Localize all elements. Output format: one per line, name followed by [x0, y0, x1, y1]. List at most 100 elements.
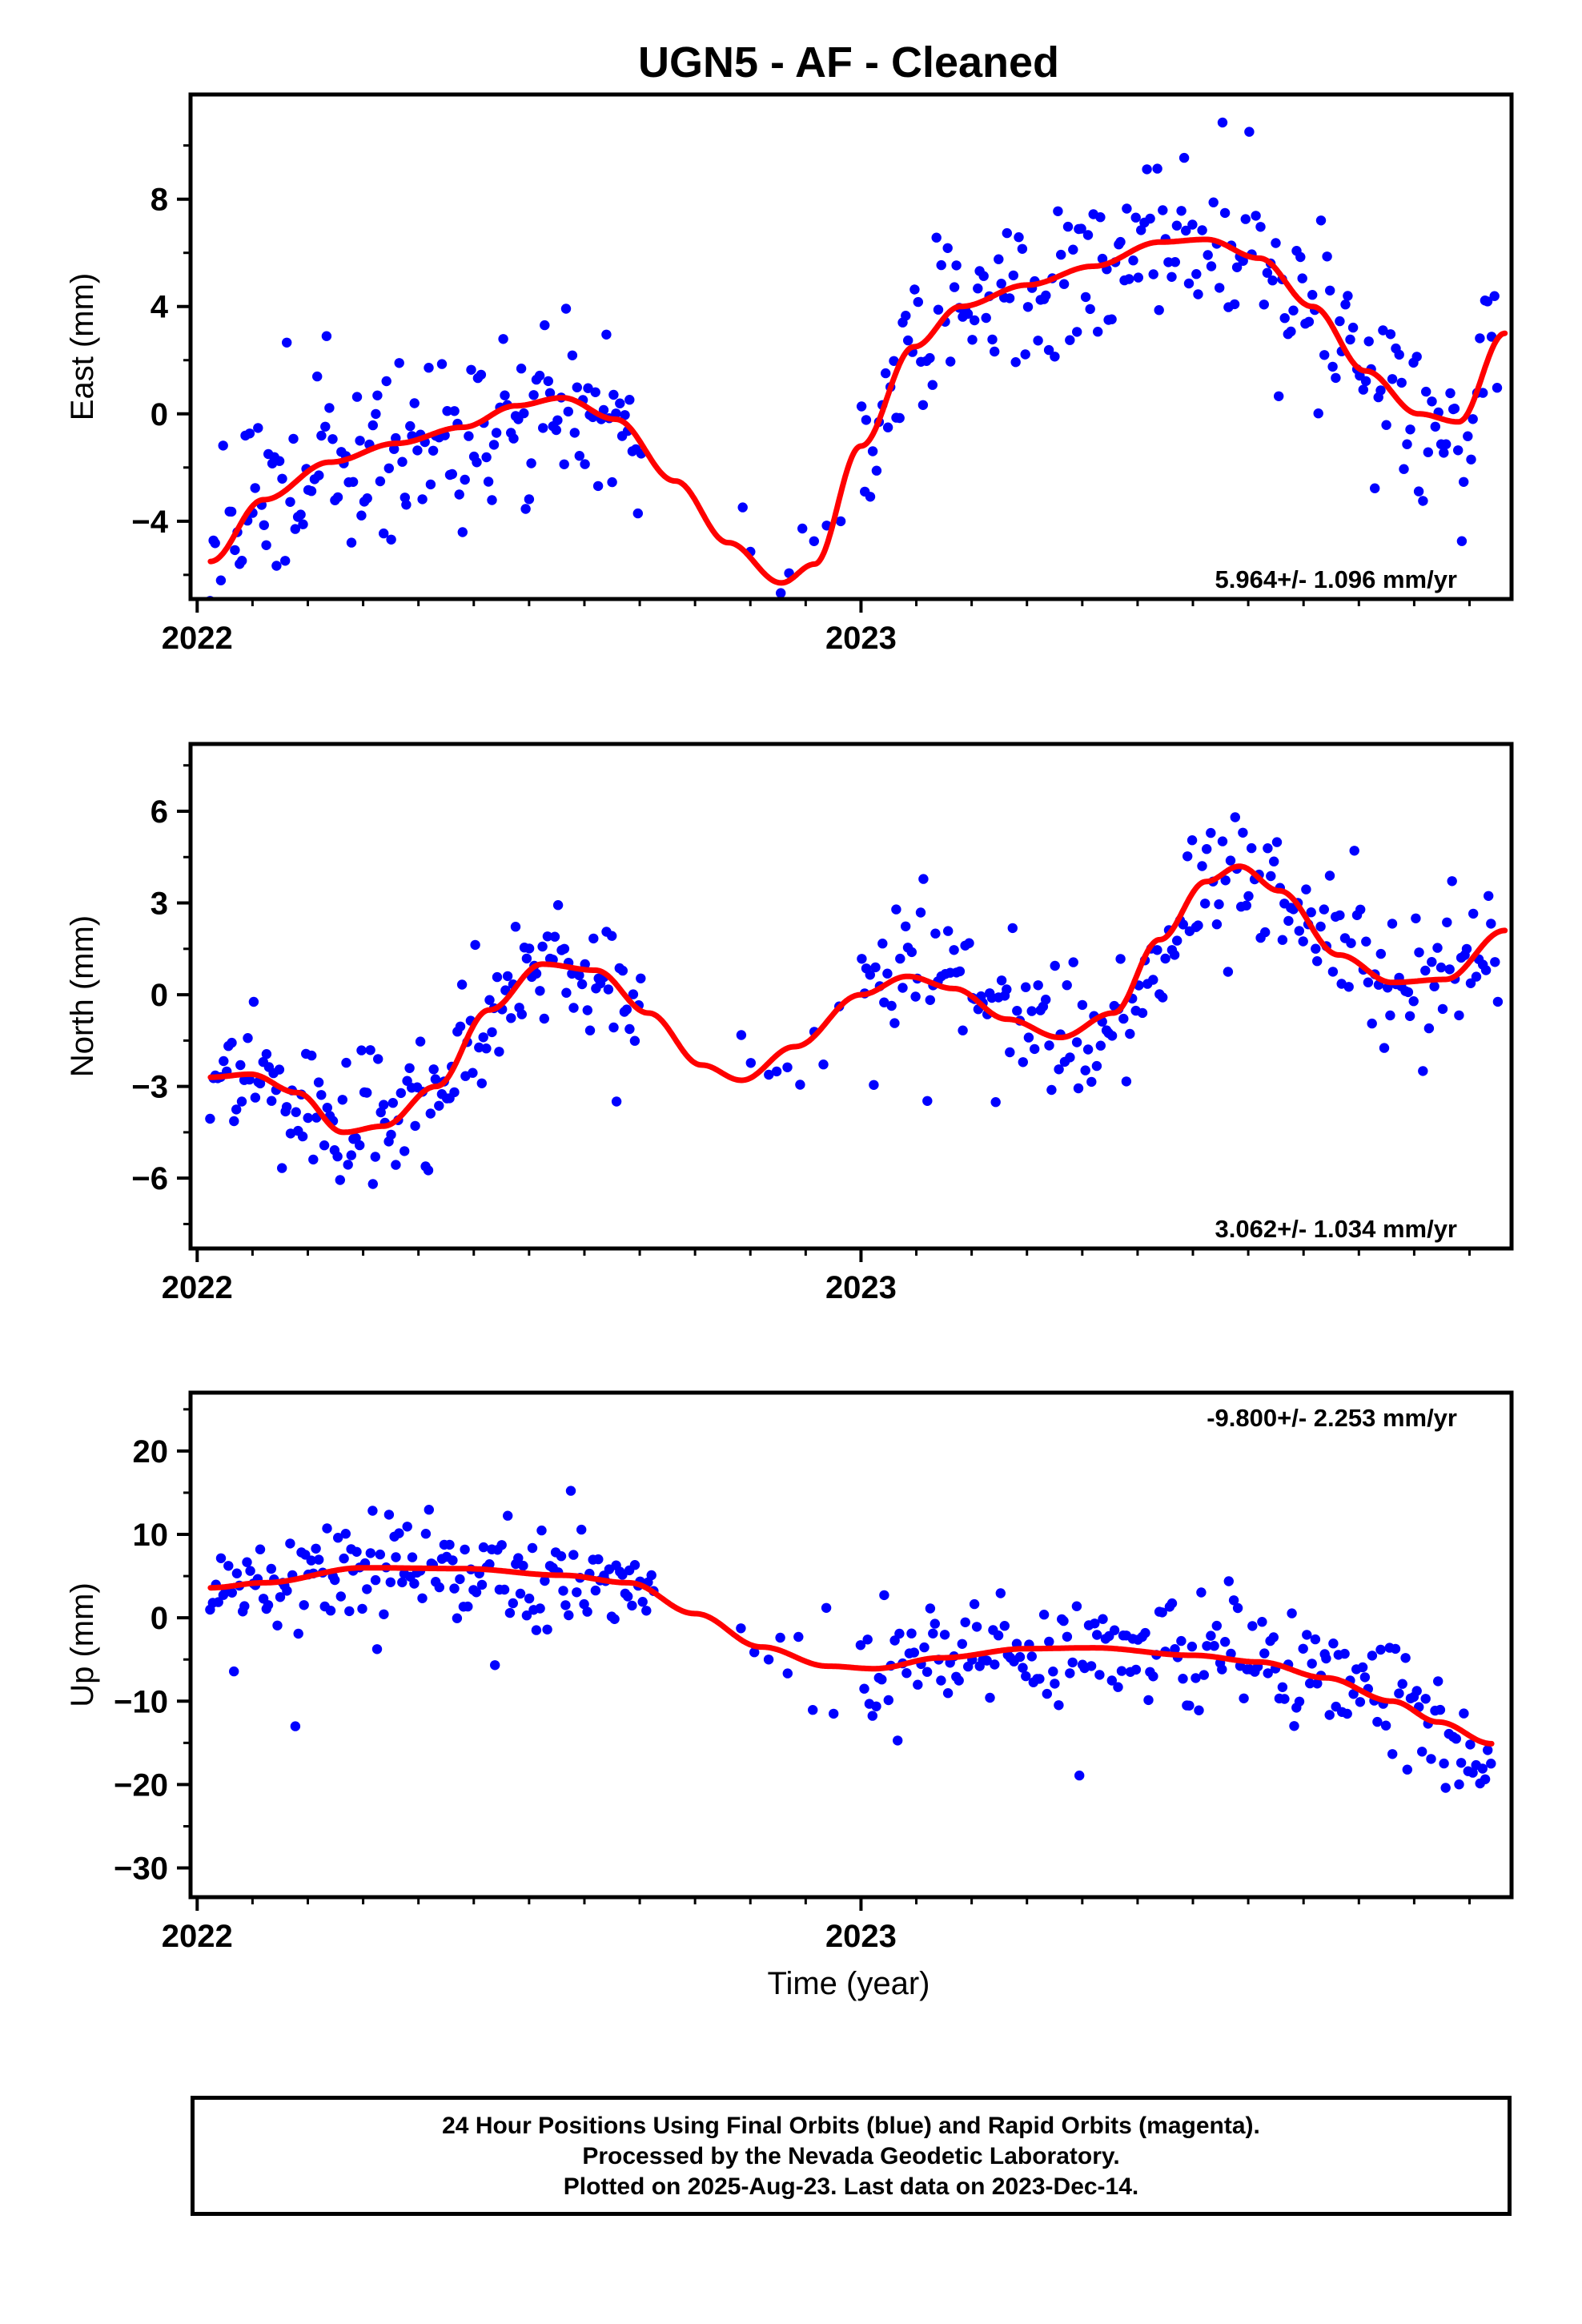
data-point: [763, 1655, 774, 1665]
data-point: [958, 1025, 968, 1035]
data-point: [1390, 1643, 1401, 1655]
data-point: [1297, 273, 1307, 283]
data-point: [298, 519, 308, 529]
data-point: [313, 1077, 324, 1088]
data-point: [468, 1068, 478, 1078]
data-point: [280, 556, 291, 566]
data-point: [930, 928, 941, 939]
data-point: [476, 1078, 487, 1089]
data-point: [901, 1668, 912, 1679]
data-point: [1186, 1641, 1198, 1652]
data-point: [1191, 269, 1202, 279]
data-point: [1033, 980, 1043, 991]
data-point: [474, 1042, 484, 1053]
data-point: [464, 431, 474, 441]
data-point: [582, 1005, 592, 1015]
data-point: [510, 922, 521, 932]
data-point: [314, 470, 324, 480]
data-point: [632, 508, 643, 519]
data-point: [736, 1030, 747, 1040]
east-rate-label: 5.964+/- 1.096 mm/yr: [1215, 565, 1457, 593]
data-point: [1445, 388, 1456, 399]
data-point: [1319, 904, 1330, 915]
data-point: [1065, 1052, 1075, 1063]
data-point: [306, 486, 317, 497]
data-point: [1397, 1679, 1407, 1689]
data-point: [1271, 238, 1281, 248]
data-point: [307, 1050, 317, 1061]
data-point: [1357, 1662, 1368, 1673]
data-point: [1124, 274, 1134, 284]
data-point: [574, 970, 584, 981]
data-point: [611, 408, 621, 419]
data-point: [592, 480, 604, 492]
data-point: [1093, 327, 1103, 337]
data-point: [897, 983, 908, 993]
data-point: [1181, 225, 1191, 236]
data-point: [396, 1088, 406, 1099]
data-point: [567, 350, 578, 360]
data-point: [1402, 439, 1412, 449]
data-point: [1480, 965, 1492, 975]
data-point: [1243, 891, 1254, 902]
data-point: [1046, 1084, 1057, 1096]
data-point: [999, 1621, 1010, 1631]
data-point: [379, 528, 389, 539]
data-point: [1071, 1601, 1082, 1611]
data-point: [417, 1593, 428, 1604]
up-data-points: [205, 1486, 1496, 1793]
data-point: [1012, 1006, 1022, 1016]
data-point: [964, 938, 974, 948]
data-point: [1158, 992, 1168, 1003]
data-point: [288, 433, 299, 444]
data-point: [954, 966, 966, 977]
data-point: [1211, 919, 1223, 930]
data-point: [362, 493, 372, 504]
data-point: [321, 331, 332, 341]
y-tick-label: 0: [151, 1601, 168, 1636]
data-point: [821, 1602, 832, 1614]
data-point: [857, 954, 867, 964]
data-point: [456, 979, 468, 990]
data-point: [1206, 827, 1216, 838]
data-point: [603, 984, 614, 995]
data-point: [1023, 1032, 1034, 1043]
data-point: [434, 1582, 444, 1593]
data-point: [1062, 221, 1074, 232]
data-point: [1193, 920, 1203, 931]
data-point: [1257, 1617, 1267, 1627]
data-point: [1007, 923, 1018, 934]
up-fit-curve: [207, 1565, 1495, 1747]
data-point: [1220, 1637, 1231, 1647]
up-rate-label: -9.800+/- 2.253 mm/yr: [1207, 1404, 1457, 1432]
data-point: [472, 457, 482, 468]
data-point: [951, 260, 962, 271]
data-point: [582, 1606, 592, 1617]
data-point: [277, 1163, 287, 1173]
data-point: [1361, 936, 1371, 947]
data-point: [608, 389, 619, 400]
data-point: [1050, 352, 1060, 362]
data-point: [1381, 420, 1391, 430]
data-point: [835, 516, 846, 527]
data-point: [882, 422, 893, 432]
data-point: [261, 540, 271, 550]
data-point: [1140, 1627, 1150, 1638]
data-point: [1486, 1759, 1496, 1769]
data-point: [346, 1150, 356, 1160]
data-point: [470, 939, 480, 951]
data-point: [978, 271, 989, 281]
data-point: [636, 973, 646, 984]
data-point: [776, 588, 786, 598]
data-point: [583, 383, 593, 393]
data-point: [1378, 325, 1388, 336]
data-point: [1451, 1734, 1462, 1744]
data-point: [1082, 230, 1094, 240]
data-point: [515, 1588, 526, 1599]
data-point: [229, 1116, 239, 1127]
data-point: [231, 1104, 242, 1115]
data-point: [1106, 1675, 1118, 1686]
data-point: [969, 1598, 980, 1610]
data-point: [1294, 1696, 1305, 1707]
data-point: [1202, 1641, 1212, 1651]
